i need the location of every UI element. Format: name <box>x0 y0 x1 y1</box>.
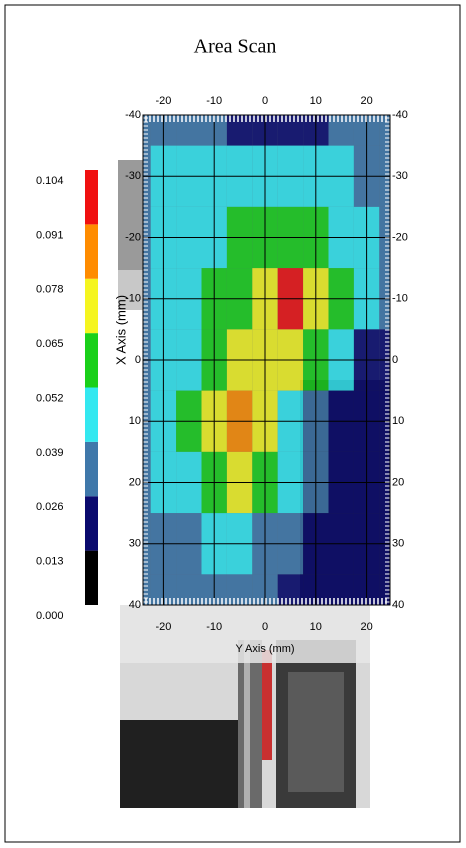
colorbar-label: 0.091 <box>36 229 64 241</box>
colorbar-segment <box>85 441 98 497</box>
x-tick-label: 10 <box>310 621 322 633</box>
colorbar-segment <box>85 333 98 388</box>
y-tick-label: 20 <box>392 476 404 488</box>
colorbar-label: 0.039 <box>36 447 64 459</box>
plot-border <box>142 114 391 606</box>
y-tick-label: 0 <box>135 354 141 366</box>
contour-cell <box>379 574 390 605</box>
x-tick-label: 20 <box>360 621 372 633</box>
x-tick-label: -10 <box>206 621 222 633</box>
y-tick-label: 0 <box>392 354 398 366</box>
colorbar-segment <box>85 387 98 442</box>
y-tick-label: 40 <box>392 599 404 611</box>
y-tick-label: 40 <box>129 599 141 611</box>
chart-title: Area Scan <box>194 36 277 58</box>
y-tick-label: -20 <box>392 231 408 243</box>
y-tick-label: -10 <box>392 293 408 305</box>
colorbar-label: 0.026 <box>36 501 64 513</box>
x-tick-label: 0 <box>262 621 268 633</box>
x-tick-label: 10 <box>310 95 322 107</box>
contour-cell <box>226 574 253 605</box>
axis-band <box>120 605 370 663</box>
y-tick-label: -30 <box>392 170 408 182</box>
colorbar-label: 0.013 <box>36 556 64 568</box>
contour-cell <box>226 115 253 146</box>
y-tick-label: 30 <box>392 538 404 550</box>
colorbar-segment <box>85 550 98 605</box>
colorbar-label: 0.052 <box>36 392 64 404</box>
y-tick-label: 10 <box>392 415 404 427</box>
colorbar-segment <box>85 224 98 279</box>
x-axis-label: Y Axis (mm) <box>235 643 294 655</box>
x-tick-label: 0 <box>262 95 268 107</box>
y-tick-label: -40 <box>125 109 141 121</box>
contour-cell <box>379 115 390 146</box>
colorbar-label: 0.104 <box>36 175 64 187</box>
x-tick-label: 20 <box>360 95 372 107</box>
y-tick-label: 10 <box>129 415 141 427</box>
y-tick-label: 20 <box>129 476 141 488</box>
x-tick-label: -20 <box>155 621 171 633</box>
y-axis-label: X Axis (mm) <box>113 295 128 365</box>
y-tick-label: -40 <box>392 109 408 121</box>
y-tick-label: 30 <box>129 538 141 550</box>
x-tick-label: -20 <box>155 95 171 107</box>
colorbar-label: 0.065 <box>36 338 64 350</box>
x-tick-label: -10 <box>206 95 222 107</box>
colorbar-segment <box>85 496 98 551</box>
colorbar-label: 0.000 <box>36 610 64 622</box>
colorbar-segment <box>85 278 98 334</box>
colorbar-segment <box>85 170 98 225</box>
colorbar-label: 0.078 <box>36 284 64 296</box>
y-tick-label: -20 <box>125 231 141 243</box>
y-tick-label: -30 <box>125 170 141 182</box>
y-tick-label: -10 <box>125 293 141 305</box>
